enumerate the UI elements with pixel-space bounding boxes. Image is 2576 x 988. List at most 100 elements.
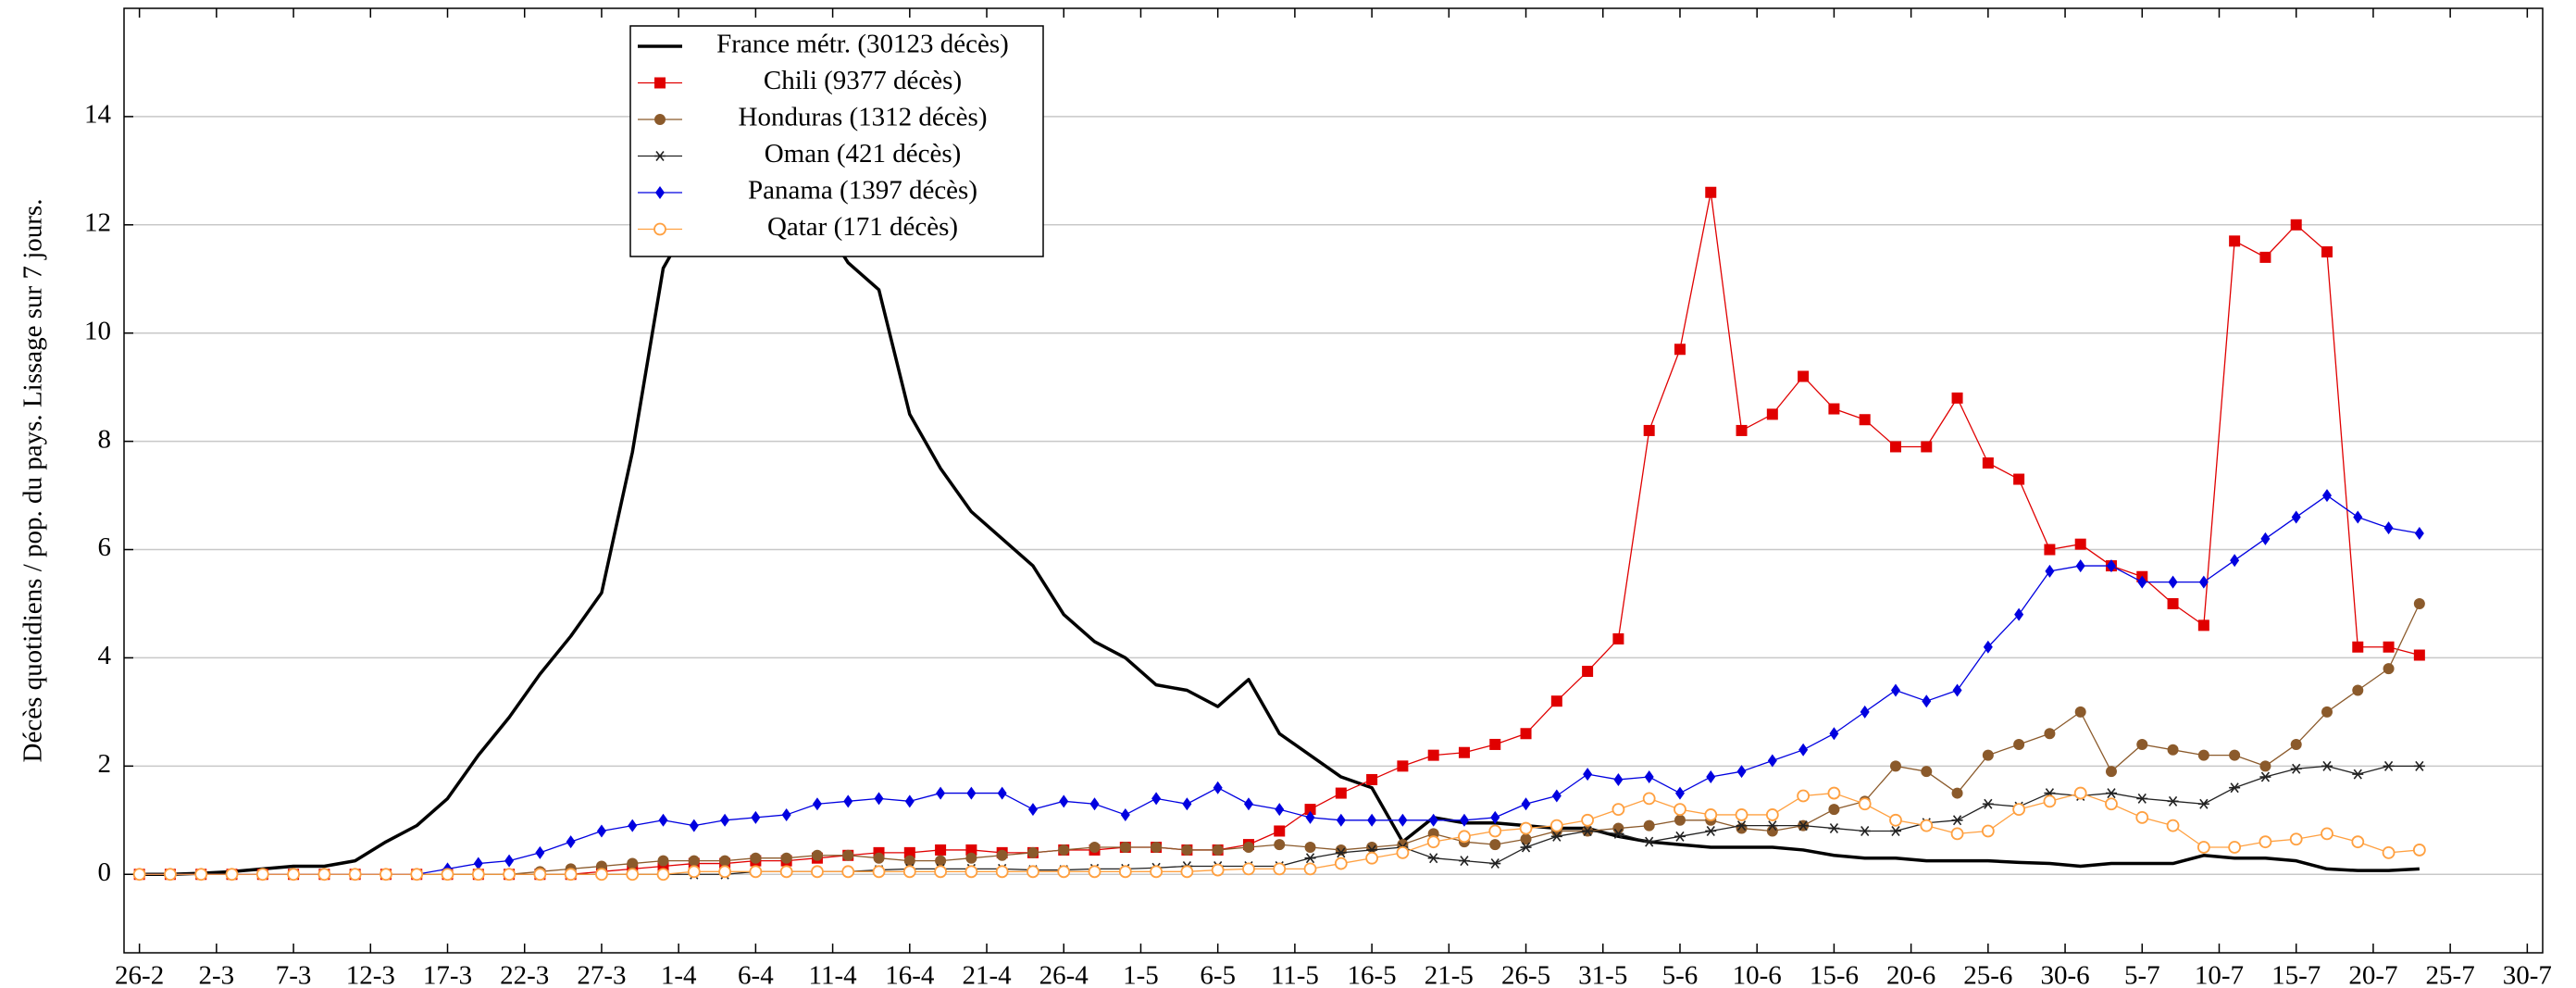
- marker: [2013, 738, 2025, 750]
- marker: [1674, 803, 1686, 817]
- marker: [1550, 831, 1562, 842]
- marker: [2353, 510, 2363, 524]
- x-tick-label: 1-4: [661, 961, 697, 988]
- marker: [873, 852, 885, 864]
- marker: [811, 849, 823, 861]
- marker: [595, 868, 608, 882]
- x-tick-label: 5-6: [1662, 961, 1699, 988]
- marker: [1520, 842, 1532, 853]
- x-tick-label: 22-3: [500, 961, 549, 988]
- marker: [841, 865, 855, 879]
- marker: [564, 868, 578, 882]
- marker: [1613, 772, 1624, 786]
- marker: [2414, 526, 2424, 540]
- marker: [2413, 597, 2425, 609]
- y-axis-label: Décès quotidiens / pop. du pays. Lissage…: [19, 199, 48, 763]
- marker: [872, 865, 886, 879]
- marker: [1242, 842, 1254, 854]
- marker: [1858, 797, 1872, 811]
- marker: [1336, 813, 1346, 827]
- marker: [1180, 865, 1194, 879]
- marker: [720, 813, 730, 827]
- marker: [2044, 728, 2056, 740]
- marker: [1089, 797, 1100, 811]
- marker: [2413, 760, 2425, 771]
- marker: [1397, 760, 1409, 772]
- x-tick-label: 31-5: [1578, 961, 1627, 988]
- marker: [164, 868, 177, 882]
- x-tick-label: 26-5: [1501, 961, 1550, 988]
- marker: [1396, 845, 1410, 859]
- marker: [1982, 798, 1994, 809]
- marker: [1829, 727, 1839, 741]
- y-tick-label: 12: [84, 207, 111, 237]
- marker: [2291, 510, 2301, 524]
- marker: [1459, 813, 1469, 827]
- marker: [780, 852, 792, 864]
- marker: [132, 868, 146, 882]
- x-tick-label: 7-3: [276, 961, 312, 988]
- marker: [965, 844, 977, 856]
- marker: [2412, 844, 2426, 857]
- marker: [1428, 813, 1438, 827]
- marker: [1828, 403, 1840, 415]
- marker: [1489, 738, 1501, 750]
- marker: [1612, 803, 1625, 817]
- x-tick-label: 20-6: [1886, 961, 1935, 988]
- legend-label: Panama (1397 décès): [748, 176, 977, 206]
- marker: [2105, 788, 2117, 799]
- marker: [1612, 632, 1624, 644]
- marker: [2136, 738, 2148, 750]
- marker: [380, 868, 392, 882]
- x-tick-label: 30-6: [2040, 961, 2089, 988]
- marker: [1551, 789, 1562, 803]
- marker: [2352, 641, 2364, 653]
- marker: [1920, 819, 1934, 832]
- plot-frame: [123, 7, 2544, 954]
- marker: [1582, 825, 1594, 836]
- marker: [964, 865, 978, 879]
- marker: [1921, 441, 1933, 453]
- legend-label: Qatar (171 décès): [767, 212, 958, 242]
- marker: [1798, 820, 1810, 832]
- marker: [2196, 841, 2210, 854]
- x-tick-label: 27-3: [577, 961, 626, 988]
- marker: [2135, 810, 2149, 824]
- marker: [2259, 251, 2271, 263]
- marker: [1059, 794, 1069, 808]
- marker: [1427, 749, 1439, 761]
- marker: [1983, 640, 1993, 654]
- marker: [653, 222, 666, 236]
- marker: [658, 813, 668, 827]
- marker: [2383, 641, 2395, 653]
- marker: [1981, 824, 1995, 838]
- marker: [2074, 538, 2086, 550]
- marker: [1643, 819, 1655, 832]
- marker: [1642, 792, 1656, 806]
- marker: [1458, 856, 1470, 867]
- marker: [997, 786, 1007, 800]
- marker: [504, 854, 515, 868]
- marker: [2075, 559, 2085, 573]
- marker: [1490, 810, 1500, 824]
- marker: [655, 186, 665, 199]
- marker: [1859, 414, 1871, 426]
- marker: [1212, 844, 1224, 856]
- marker: [874, 792, 884, 806]
- series-line: [139, 765, 2420, 875]
- marker: [2013, 473, 2025, 485]
- marker: [1519, 821, 1533, 835]
- marker: [2321, 246, 2333, 258]
- marker: [627, 857, 639, 869]
- marker: [903, 846, 915, 858]
- marker: [1860, 705, 1870, 719]
- series-line: [139, 494, 2420, 875]
- marker: [2044, 544, 2056, 556]
- marker: [1952, 683, 1962, 697]
- marker: [654, 77, 666, 89]
- marker: [936, 786, 946, 800]
- marker: [1889, 760, 1901, 772]
- marker: [2167, 597, 2179, 609]
- legend-box: [629, 25, 1044, 257]
- marker: [934, 865, 947, 879]
